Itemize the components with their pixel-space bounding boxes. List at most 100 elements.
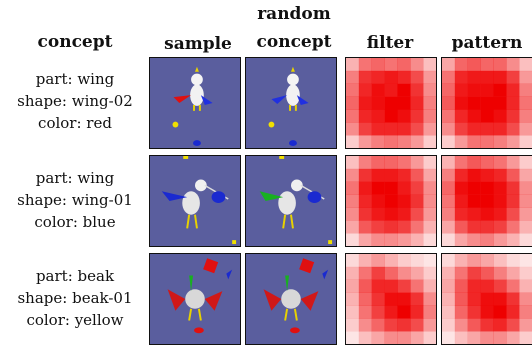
heatmap-cell <box>410 70 424 84</box>
heatmap-cell <box>358 96 372 110</box>
heatmap-cell <box>480 279 494 293</box>
heatmap-cell <box>519 254 532 268</box>
heatmap-cell <box>467 109 481 123</box>
heatmap-cell <box>506 266 520 280</box>
heatmap-cell <box>480 70 494 84</box>
heatmap-cell <box>397 96 411 110</box>
heatmap-cell <box>467 156 481 170</box>
heatmap-cell <box>397 156 411 170</box>
heatmap-cell <box>442 58 456 72</box>
heatmap-cell <box>423 58 436 72</box>
heatmap-cell <box>506 305 520 319</box>
heatmap-cell <box>493 194 507 208</box>
heatmap-cell <box>467 96 481 110</box>
heatmap-cell <box>493 109 507 123</box>
heatmap-cell <box>358 70 372 84</box>
heatmap-cell <box>519 135 532 148</box>
filter-heatmap-row1 <box>345 57 437 149</box>
heatmap-cell <box>480 135 494 148</box>
pattern-heatmap-row1 <box>441 57 532 149</box>
heatmap-cell <box>358 168 372 182</box>
heatmap-cell <box>506 83 520 97</box>
heatmap-cell <box>384 168 398 182</box>
heatmap-cell <box>384 266 398 280</box>
heatmap-cell <box>423 220 436 234</box>
heatmap-cell <box>410 279 424 293</box>
heatmap-cell <box>397 70 411 84</box>
heatmap-cell <box>519 96 532 110</box>
filter-heatmap-row3 <box>345 253 437 345</box>
heatmap-cell <box>506 156 520 170</box>
heatmap-cell <box>397 122 411 136</box>
heatmap-cell <box>519 122 532 136</box>
heatmap-cell <box>454 279 468 293</box>
heatmap-cell <box>371 318 385 332</box>
concept-part: part: wing <box>35 70 115 88</box>
heatmap-cell <box>371 233 385 246</box>
heatmap-cell <box>493 254 507 268</box>
heatmap-cell <box>454 266 468 280</box>
heatmap-cell <box>454 233 468 246</box>
heatmap-cell <box>467 83 481 97</box>
heatmap-cell <box>467 254 481 268</box>
heatmap-cell <box>506 194 520 208</box>
heatmap-cell <box>519 331 532 344</box>
heatmap-cell <box>480 266 494 280</box>
heatmap-cell <box>519 266 532 280</box>
heatmap-cell <box>346 83 360 97</box>
heatmap-cell <box>384 58 398 72</box>
heatmap-cell <box>480 254 494 268</box>
heatmap-cell <box>371 266 385 280</box>
heatmap-cell <box>358 331 372 344</box>
heatmap-cell <box>506 122 520 136</box>
filter-heatmap-row2 <box>345 155 437 247</box>
concept-label-row2: part: wing shape: wing-01 color: blue <box>0 167 150 233</box>
heatmap-cell <box>506 220 520 234</box>
pattern-heatmap-row2 <box>441 155 532 247</box>
concept-color: color: red <box>38 114 112 132</box>
heatmap-cell <box>493 168 507 182</box>
heatmap-cell <box>467 181 481 195</box>
concept-label-row1: part: wing shape: wing-02 color: red <box>0 68 150 134</box>
heatmap-cell <box>346 96 360 110</box>
heatmap-cell <box>358 305 372 319</box>
heatmap-cell <box>454 305 468 319</box>
random-concept-image-row3 <box>245 253 337 345</box>
heatmap-cell <box>480 109 494 123</box>
heatmap-cell <box>423 194 436 208</box>
heatmap-cell <box>442 168 456 182</box>
heatmap-cell <box>519 58 532 72</box>
heatmap-cell <box>442 254 456 268</box>
heatmap-cell <box>410 292 424 306</box>
heatmap-cell <box>384 194 398 208</box>
random-concept-image-row2 <box>245 155 337 247</box>
heatmap-cell <box>358 233 372 246</box>
heatmap-cell <box>410 156 424 170</box>
heatmap-cell <box>384 109 398 123</box>
heatmap-cell <box>519 318 532 332</box>
heatmap-cell <box>371 58 385 72</box>
heatmap-cell <box>346 305 360 319</box>
heatmap-cell <box>384 254 398 268</box>
heatmap-cell <box>358 318 372 332</box>
heatmap-cell <box>467 70 481 84</box>
heatmap-cell <box>493 181 507 195</box>
heatmap-cell <box>467 220 481 234</box>
heatmap-cell <box>346 58 360 72</box>
heatmap-cell <box>346 254 360 268</box>
heatmap-cell <box>423 305 436 319</box>
heatmap-cell <box>506 233 520 246</box>
heatmap-cell <box>442 135 456 148</box>
heatmap-cell <box>442 266 456 280</box>
heatmap-cell <box>346 70 360 84</box>
heatmap-cell <box>519 279 532 293</box>
header-pattern: pattern <box>451 33 523 53</box>
heatmap-cell <box>480 58 494 72</box>
heatmap-cell <box>423 168 436 182</box>
heatmap-cell <box>423 109 436 123</box>
heatmap-cell <box>442 292 456 306</box>
heatmap-cell <box>506 254 520 268</box>
heatmap-cell <box>454 181 468 195</box>
heatmap-cell <box>384 181 398 195</box>
heatmap-cell <box>346 156 360 170</box>
